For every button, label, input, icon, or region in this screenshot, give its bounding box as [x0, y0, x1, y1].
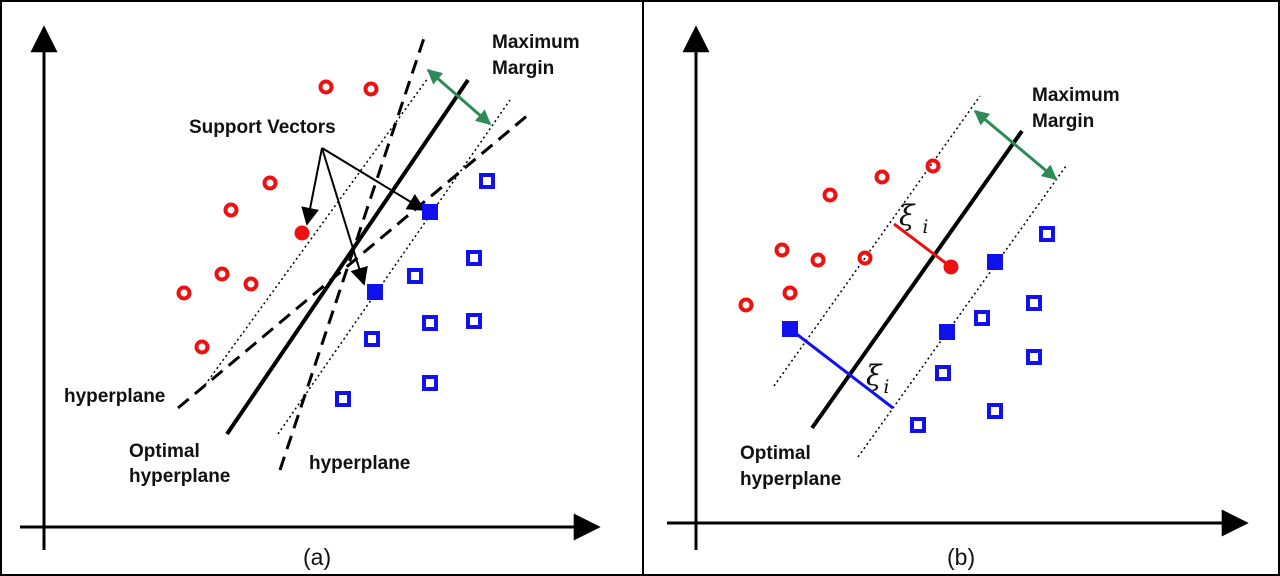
- panel-a-hyperplane-dashed-2: [278, 34, 427, 471]
- panel-a-blue-support-vector: [367, 284, 383, 300]
- red-point: [810, 252, 826, 268]
- blue-point: [407, 268, 423, 284]
- blue-point: [1026, 295, 1042, 311]
- red-point: [874, 169, 890, 185]
- panel-a-max-margin-label-1: Maximum: [492, 32, 580, 53]
- blue-point: [479, 173, 495, 189]
- blue-point: [1039, 226, 1055, 242]
- panel-b-margin-arrow: [973, 109, 1058, 181]
- panel-b-optimal-label-1: Optimal: [740, 443, 811, 464]
- panel-a-hyperplane-bottom-label: hyperplane: [309, 453, 410, 474]
- red-point: [223, 202, 239, 218]
- blue-point: [422, 375, 438, 391]
- panel-a-hyperplane-left-label: hyperplane: [64, 386, 165, 407]
- panel-b-blue-support-vector: [987, 254, 1003, 270]
- panel-b-blue-points: [910, 226, 1055, 433]
- blue-point: [1026, 349, 1042, 365]
- panel-a-max-margin-label-2: Margin: [492, 58, 554, 79]
- panel-b-optimal-label-2: hyperplane: [740, 469, 841, 490]
- blue-point: [466, 313, 482, 329]
- blue-point: [987, 403, 1003, 419]
- red-point: [243, 276, 259, 292]
- panel-a-optimal-label-1: Optimal: [129, 441, 200, 462]
- panel-a-caption: (a): [303, 544, 331, 570]
- panel-a-blue-support-vector: [422, 204, 438, 220]
- panel-a-support-vector-arrows: [301, 147, 426, 286]
- panel-b-blue-support-vector: [939, 324, 955, 340]
- panel-a-blue-points: [335, 173, 495, 407]
- red-point: [782, 285, 798, 301]
- red-point: [214, 266, 230, 282]
- panel-b-margin-boundary-blue: [857, 165, 1067, 458]
- panel-a-red-support-vector: [294, 225, 310, 241]
- panel-b-slack-blue: [789, 327, 894, 410]
- panel-a-optimal-label-2: hyperplane: [129, 466, 230, 487]
- panel-b-red-points: [738, 158, 941, 313]
- red-point: [774, 242, 790, 258]
- panel-b-max-margin-label-2: Margin: [1032, 111, 1094, 132]
- blue-point: [422, 315, 438, 331]
- panel-b-optimal-hyperplane: [810, 129, 1024, 430]
- blue-point: [974, 310, 990, 326]
- red-point: [738, 297, 754, 313]
- panel-b-max-margin-label-1: Maximum: [1032, 85, 1120, 106]
- panel-b-red-slack-point: [943, 259, 959, 275]
- panel-a-red-points: [176, 79, 379, 355]
- blue-point: [466, 250, 482, 266]
- red-point: [194, 339, 210, 355]
- panel-b-blue-slack-point: [782, 321, 798, 337]
- panel-a-margin-boundary-red: [204, 77, 429, 386]
- red-point: [176, 285, 192, 301]
- panel-a-optimal-hyperplane: [225, 78, 470, 436]
- panel-a-support-vectors-label: Support Vectors: [189, 117, 336, 138]
- panel-a-hyperplane-dashed-1: [177, 113, 529, 410]
- red-point: [822, 187, 838, 203]
- blue-point: [910, 417, 926, 433]
- panel-b-slack-red: [893, 222, 952, 269]
- red-point: [363, 81, 379, 97]
- blue-point: [935, 365, 951, 381]
- blue-point: [364, 331, 380, 347]
- red-point: [925, 158, 941, 174]
- red-point: [262, 175, 278, 191]
- panel-b-caption: (b): [947, 544, 975, 570]
- red-point: [318, 79, 334, 95]
- blue-point: [335, 391, 351, 407]
- red-point: [857, 250, 873, 266]
- panel-b-margin-boundary-red: [773, 95, 981, 387]
- panel-a-margin-arrow: [426, 68, 492, 126]
- panel-a: Maximum Margin Support Vectors hyperplan…: [20, 25, 601, 570]
- panel-a-margin-boundary-blue: [277, 99, 511, 435]
